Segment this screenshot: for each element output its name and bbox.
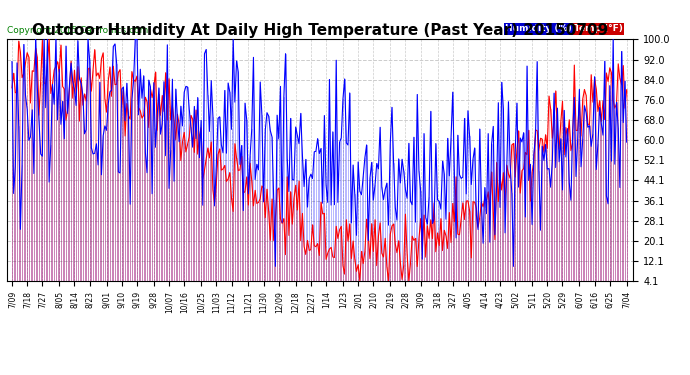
Text: Temp (°F): Temp (°F) — [574, 24, 623, 33]
Title: Outdoor Humidity At Daily High Temperature (Past Year) 20150709: Outdoor Humidity At Daily High Temperatu… — [32, 23, 609, 38]
Text: Copyright 2015 Cartronics.com: Copyright 2015 Cartronics.com — [7, 26, 148, 34]
Text: Humidity (%): Humidity (%) — [505, 24, 572, 33]
